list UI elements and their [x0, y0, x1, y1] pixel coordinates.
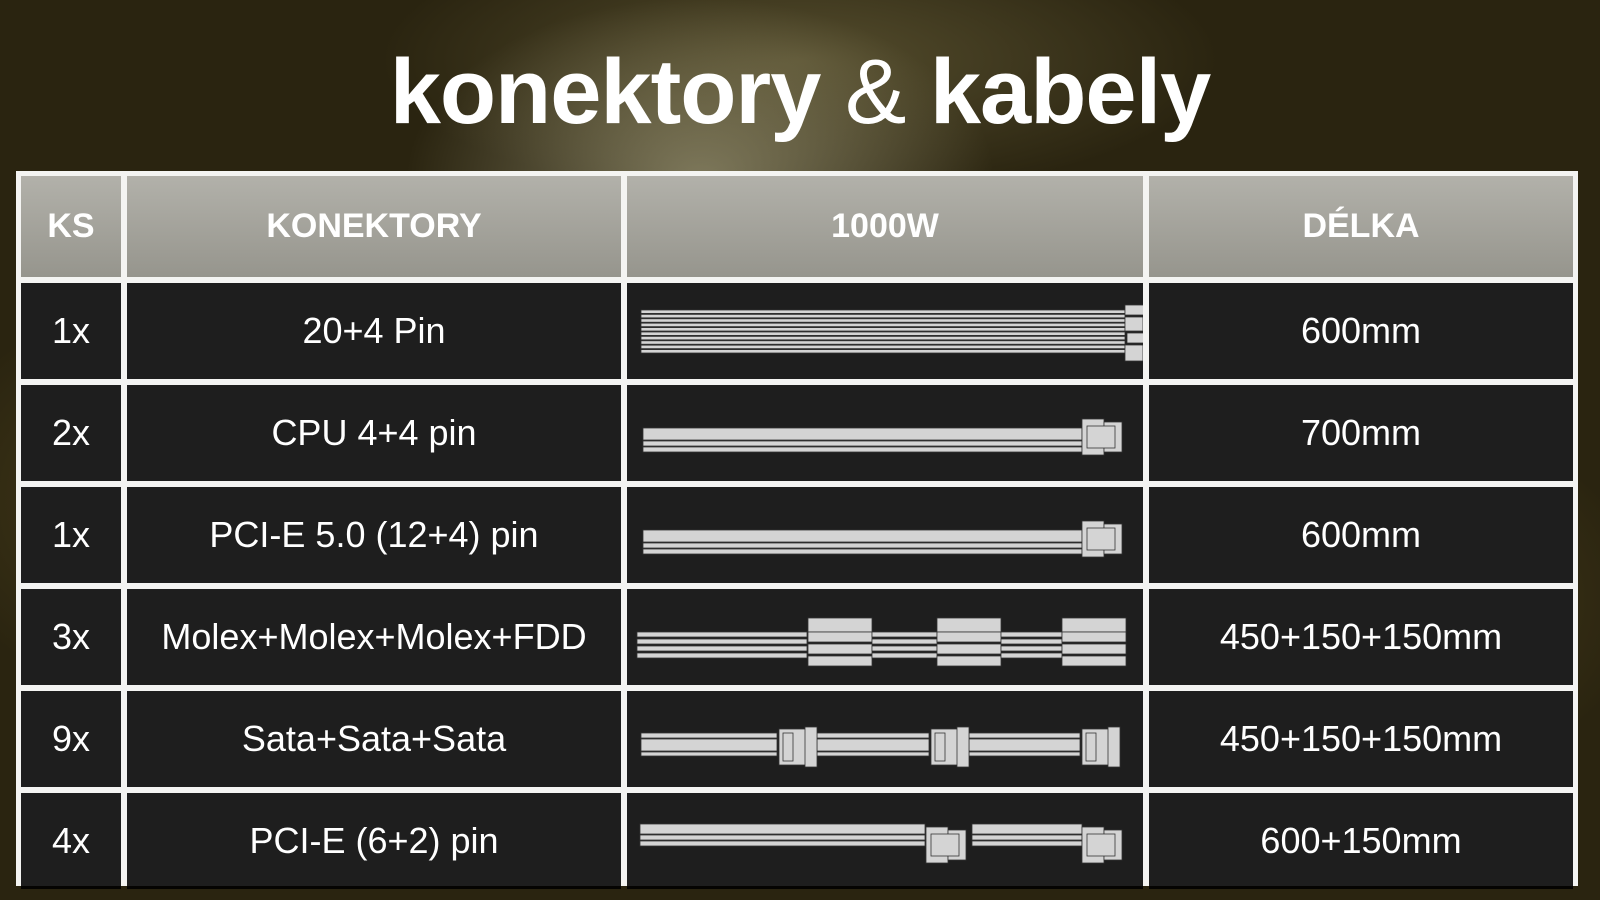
- length-cell: 450+150+150mm: [1149, 691, 1573, 787]
- length-cell: 700mm: [1149, 385, 1573, 481]
- connector-table: KS KONEKTORY 1000W DÉLKA 1x 20+4 Pin 600mm…: [16, 171, 1578, 889]
- qty-cell: 3x: [21, 589, 121, 685]
- qty-cell: 4x: [21, 793, 121, 889]
- header-konektory: KONEKTORY: [127, 176, 621, 277]
- qty-cell: 1x: [21, 487, 121, 583]
- header-ks: KS: [21, 176, 121, 277]
- cable-image-cell: [627, 589, 1143, 685]
- cable-image-cell: [627, 283, 1143, 379]
- length-cell: 450+150+150mm: [1149, 589, 1573, 685]
- connector-name-cell: Molex+Molex+Molex+FDD: [127, 589, 621, 685]
- title-konektory: konektory: [389, 41, 822, 143]
- cable-image-cell: [627, 385, 1143, 481]
- eps-cpu-cable-icon: [642, 418, 1123, 456]
- qty-cell: 2x: [21, 385, 121, 481]
- title-kabely: kabely: [929, 41, 1211, 143]
- header-delka: DÉLKA: [1149, 176, 1573, 277]
- molex-chain-cable-icon: [636, 617, 1127, 667]
- connector-name-cell: Sata+Sata+Sata: [127, 691, 621, 787]
- length-cell: 600mm: [1149, 487, 1573, 583]
- qty-cell: 9x: [21, 691, 121, 787]
- title-ampersand: &: [844, 41, 906, 143]
- connector-name-cell: PCI-E (6+2) pin: [127, 793, 621, 889]
- header-1000w: 1000W: [627, 176, 1143, 277]
- length-cell: 600mm: [1149, 283, 1573, 379]
- cable-image-cell: [627, 793, 1143, 889]
- cable-image-cell: [627, 691, 1143, 787]
- connector-name-cell: PCI-E 5.0 (12+4) pin: [127, 487, 621, 583]
- connector-name-cell: CPU 4+4 pin: [127, 385, 621, 481]
- page-title: konektory & kabely: [0, 40, 1600, 145]
- pcie-6-2-chain-cable-icon: [639, 823, 1123, 864]
- sata-chain-cable-icon: [640, 726, 1121, 768]
- cable-image-cell: [627, 487, 1143, 583]
- atx-24pin-cable-icon: [640, 304, 1143, 362]
- qty-cell: 1x: [21, 283, 121, 379]
- pcie5-cable-icon: [642, 520, 1123, 558]
- length-cell: 600+150mm: [1149, 793, 1573, 889]
- connector-name-cell: 20+4 Pin: [127, 283, 621, 379]
